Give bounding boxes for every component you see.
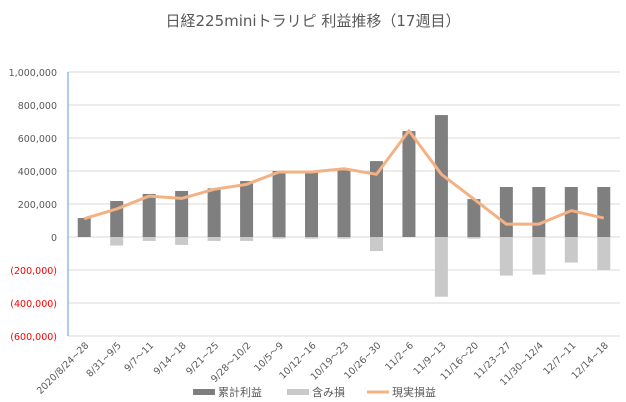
legend-swatch [287, 389, 309, 395]
bar-cumulative-profit [467, 199, 481, 237]
y-tick-label: (400,000) [10, 299, 57, 310]
bar-cumulative-profit [240, 181, 254, 237]
chart-title: 日経225miniトラリピ 利益推移（17週目） [166, 12, 461, 30]
bar-unrealized-loss [240, 237, 254, 241]
bar-cumulative-profit [175, 190, 189, 237]
bar-unrealized-loss [305, 237, 319, 239]
bar-cumulative-profit [272, 171, 286, 237]
bar-unrealized-loss [207, 237, 221, 241]
y-tick-label: 800,000 [18, 101, 57, 112]
bar-cumulative-profit [337, 170, 351, 237]
legend-swatch [193, 389, 215, 395]
bar-unrealized-loss [142, 237, 156, 241]
y-tick-label: 400,000 [18, 167, 57, 178]
x-tick-label: 8/31~9/5 [85, 340, 124, 379]
x-tick-label: 11/2~6 [383, 340, 416, 373]
legend-label: 現実損益 [392, 385, 436, 399]
bar-unrealized-loss [110, 237, 124, 246]
bar-cumulative-profit [207, 188, 221, 237]
bar-unrealized-loss [175, 237, 189, 245]
y-tick-label: 1,000,000 [9, 68, 57, 79]
y-tick-label: 200,000 [18, 200, 57, 211]
bar-cumulative-profit [402, 131, 416, 237]
bar-cumulative-profit [142, 193, 156, 237]
bar-unrealized-loss [467, 237, 481, 239]
bar-unrealized-loss [597, 237, 611, 270]
legend-label: 累計利益 [218, 385, 262, 399]
bar-unrealized-loss [272, 237, 286, 239]
y-tick-label: (200,000) [10, 266, 57, 277]
bar-unrealized-loss [564, 237, 578, 263]
bar-unrealized-loss [499, 237, 513, 276]
bar-cumulative-profit [369, 161, 383, 237]
bar-cumulative-profit [597, 187, 611, 237]
bar-cumulative-profit [499, 187, 513, 237]
y-tick-label: (600,000) [10, 332, 57, 343]
y-tick-label: 0 [51, 233, 57, 244]
bar-unrealized-loss [369, 237, 383, 252]
bar-cumulative-profit [532, 187, 546, 237]
x-tick-label: 9/14~18 [152, 340, 189, 377]
x-tick-label: 2020/8/24~28 [35, 340, 91, 396]
y-tick-label: 600,000 [18, 134, 57, 145]
bar-cumulative-profit [305, 172, 319, 237]
bar-unrealized-loss [434, 237, 448, 297]
bar-unrealized-loss [532, 237, 546, 275]
legend-label: 含み損 [312, 385, 345, 399]
bar-unrealized-loss [337, 237, 351, 239]
bar-cumulative-profit [77, 218, 91, 237]
